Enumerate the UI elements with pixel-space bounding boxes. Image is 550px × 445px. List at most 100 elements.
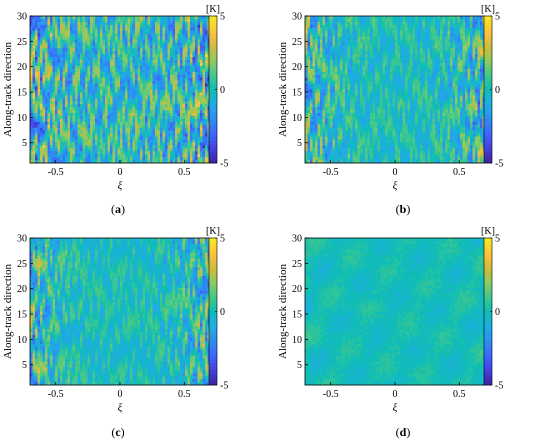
heatmap-cell [410, 60, 413, 64]
heatmap-cell [140, 30, 143, 34]
heatmap-cell [157, 133, 161, 137]
heatmap-cell [90, 16, 93, 20]
heatmap-cell [160, 130, 163, 134]
heatmap-cell [120, 154, 123, 158]
heatmap-cell [462, 57, 466, 61]
heatmap-cell [187, 65, 191, 70]
heatmap-cell [125, 68, 128, 73]
heatmap-cell [132, 154, 136, 158]
heatmap-cell [195, 74, 198, 79]
heatmap-cell [480, 16, 483, 20]
heatmap-cell [107, 51, 111, 55]
heatmap-cell [122, 77, 126, 82]
heatmap-cell [310, 39, 313, 43]
heatmap-cell [45, 115, 48, 120]
heatmap-cell [52, 48, 56, 52]
heatmap-cell [120, 89, 123, 93]
heatmap-cell [92, 139, 96, 143]
heatmap-cell [367, 68, 371, 73]
heatmap-cell [352, 65, 356, 70]
heatmap-cell [462, 24, 466, 29]
heatmap-cell [340, 16, 343, 20]
heatmap-cell [75, 68, 78, 73]
heatmap-cell [42, 113, 46, 117]
heatmap-cell [137, 18, 141, 23]
heatmap-cell [422, 27, 426, 32]
heatmap-cell [342, 63, 346, 67]
heatmap-cell [35, 154, 38, 158]
heatmap-cell [120, 110, 123, 114]
heatmap-cell [130, 42, 133, 46]
heatmap-cell [160, 45, 163, 49]
heatmap-cell [177, 33, 181, 37]
heatmap-cell [165, 113, 168, 117]
heatmap-cell [420, 54, 423, 58]
heatmap-cell [340, 36, 343, 40]
heatmap-cell [310, 27, 313, 32]
heatmap-cell [425, 60, 428, 64]
heatmap-cell [70, 118, 73, 123]
heatmap-cell [137, 95, 141, 99]
heatmap-cell [170, 130, 173, 134]
heatmap-cell [187, 118, 191, 123]
heatmap-cell [325, 60, 328, 64]
heatmap-cell [142, 89, 146, 93]
colorbar-unit: [K] [206, 4, 220, 15]
colorbar-tick-label: -5 [220, 159, 228, 170]
heatmap-cell [407, 33, 411, 37]
heatmap-cell [145, 142, 148, 146]
heatmap-cell [92, 133, 96, 137]
colorbar-segment [209, 122, 217, 127]
heatmap-cell [182, 83, 186, 87]
heatmap-cell [345, 68, 348, 73]
heatmap-cell [447, 42, 451, 46]
caption-a: (a) [111, 202, 125, 216]
heatmap-cell [360, 27, 363, 32]
heatmap-cell [182, 86, 186, 90]
heatmap-cell [45, 113, 48, 117]
heatmap-cell [87, 157, 91, 161]
heatmap-cell [125, 139, 128, 143]
heatmap-cell [62, 95, 66, 99]
heatmap-cell [40, 63, 43, 67]
heatmap-cell [332, 45, 336, 49]
heatmap-cell [345, 57, 348, 61]
heatmap-cell [165, 92, 168, 96]
heatmap-cell [157, 65, 161, 70]
heatmap-cell [457, 16, 461, 20]
heatmap-cell [72, 27, 76, 32]
heatmap-cell [107, 133, 111, 137]
heatmap-cell [95, 104, 98, 108]
heatmap-cell [117, 18, 121, 23]
heatmap-cell [182, 54, 186, 58]
heatmap-cell [180, 71, 183, 76]
heatmap-cell [457, 36, 461, 40]
heatmap-cell [160, 39, 163, 43]
heatmap-cell [332, 48, 336, 52]
heatmap-cell [140, 57, 143, 61]
heatmap-cell [122, 48, 126, 52]
heatmap-cell [95, 36, 98, 40]
heatmap-cell [122, 133, 126, 137]
heatmap-cell [57, 139, 61, 143]
heatmap-cell [30, 51, 33, 55]
heatmap-cell [402, 57, 406, 61]
heatmap-cell [35, 33, 38, 37]
heatmap-cell [445, 48, 448, 52]
heatmap-cell [127, 45, 131, 49]
heatmap-cell [140, 142, 143, 146]
heatmap-cell [30, 118, 33, 123]
heatmap-cell [142, 107, 146, 111]
heatmap-cell [125, 154, 128, 158]
heatmap-cell [77, 33, 81, 37]
heatmap-cell [102, 60, 106, 64]
heatmap-cell [77, 18, 81, 23]
heatmap-cell [345, 39, 348, 43]
heatmap-cell [395, 30, 398, 34]
heatmap-cell [192, 121, 196, 126]
heatmap-cell [75, 65, 78, 70]
heatmap-cell [110, 18, 113, 23]
heatmap-cell [57, 160, 61, 164]
heatmap-cell [120, 30, 123, 34]
heatmap-cell [85, 133, 88, 137]
